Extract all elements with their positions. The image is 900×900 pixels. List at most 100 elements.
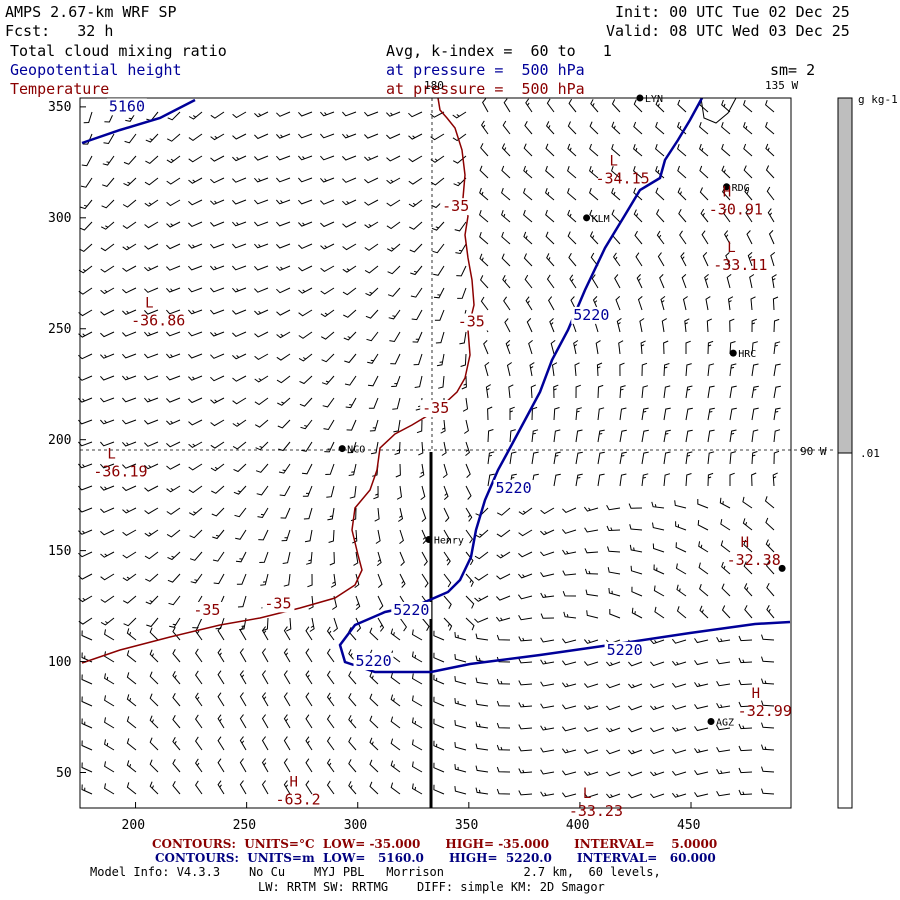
wind-barb [518,529,533,537]
wind-barb [707,363,715,377]
wind-barb [388,309,401,320]
wind-barb [188,397,203,404]
wind-barb [675,521,687,531]
wind-barb [298,331,313,339]
wind-barb [563,611,577,619]
wind-barb [408,199,423,208]
wind-barb [100,551,115,558]
wind-barb [232,243,247,249]
wind-barb [326,758,335,773]
wind-barb [540,659,555,665]
wind-barb [540,572,555,578]
wind-barb [657,252,665,267]
wind-barb [694,792,709,798]
wind-barb [126,760,137,773]
wind-barb [188,353,203,359]
wind-barb [149,715,159,729]
wind-barb [411,717,423,729]
wind-barb [650,661,665,667]
wind-barb [628,661,643,667]
wind-barb [376,551,382,566]
station-marker [707,717,715,725]
station-marker [729,349,737,357]
wind-barb [276,221,291,227]
wind-barb [122,243,137,251]
extremum-value: -36.19 [93,462,147,480]
wind-barb [475,721,489,729]
wind-barb [276,265,291,271]
height-contour-label: 5220 [495,479,531,497]
wind-barb [283,780,291,795]
wind-barb [172,780,181,795]
wind-barb [367,353,379,364]
wind-barb [663,407,671,421]
wind-barb [188,199,203,206]
wind-barb [501,165,511,179]
wind-barb [606,661,621,667]
wind-barb [100,419,115,425]
wind-barb [487,406,493,421]
wind-barb [192,617,203,629]
wind-barb [346,419,357,431]
wind-barb [414,375,423,388]
wind-barb [81,696,93,707]
wind-barb [496,722,511,729]
wind-barb [474,551,489,560]
wind-barb [475,787,489,795]
wind-barb [254,353,269,361]
wind-barb [432,243,445,254]
wind-barb [259,551,269,563]
wind-barb [761,656,775,663]
wind-barb [518,615,533,621]
wind-barb [443,507,450,522]
extremum-marker: L [727,240,735,256]
wind-barb [641,407,649,421]
wind-barb [456,265,467,277]
wind-barb [611,166,621,179]
wind-barb [408,155,423,163]
wind-barb [479,165,489,179]
meridian-90w-label: 90 W [800,445,827,458]
wind-barb [254,331,269,338]
wind-barb [650,771,665,777]
wind-barb [672,792,687,798]
wind-barb [395,463,401,478]
wind-barb [233,463,247,473]
wind-barb [518,680,533,686]
wind-barb [122,551,137,559]
wind-barb [145,573,159,582]
wind-barb [261,714,269,729]
wind-barb [751,363,759,377]
extremum-value: -34.15 [595,169,649,187]
wind-barb [523,209,533,223]
wind-barb [256,485,269,496]
wind-barb [348,463,357,476]
wind-barb [761,634,775,641]
temperature-contour-label: -35 [442,197,469,215]
wind-barb [697,499,709,509]
wind-barb [553,473,561,487]
wind-barb [475,765,489,773]
wind-barb [768,230,775,245]
wind-barb [545,143,555,157]
wind-barb [454,786,467,795]
wind-barb [743,561,753,575]
extremum-value: -36.86 [131,311,185,329]
wind-barb [685,429,693,443]
wind-barb [545,165,555,179]
wind-barb [412,331,423,343]
wind-barb [506,362,512,377]
wind-barb [326,692,335,707]
wind-barb [481,98,489,113]
wind-barb [454,654,467,663]
wind-barb [166,243,181,250]
wind-barb [333,617,338,632]
wind-barb [188,309,203,315]
extremum-marker: H [741,535,749,551]
wind-barb [149,781,159,795]
wind-barb [320,331,335,340]
wind-barb [166,463,181,470]
wind-barb [144,199,159,207]
wind-barb [100,287,115,295]
wind-barb [503,296,511,311]
